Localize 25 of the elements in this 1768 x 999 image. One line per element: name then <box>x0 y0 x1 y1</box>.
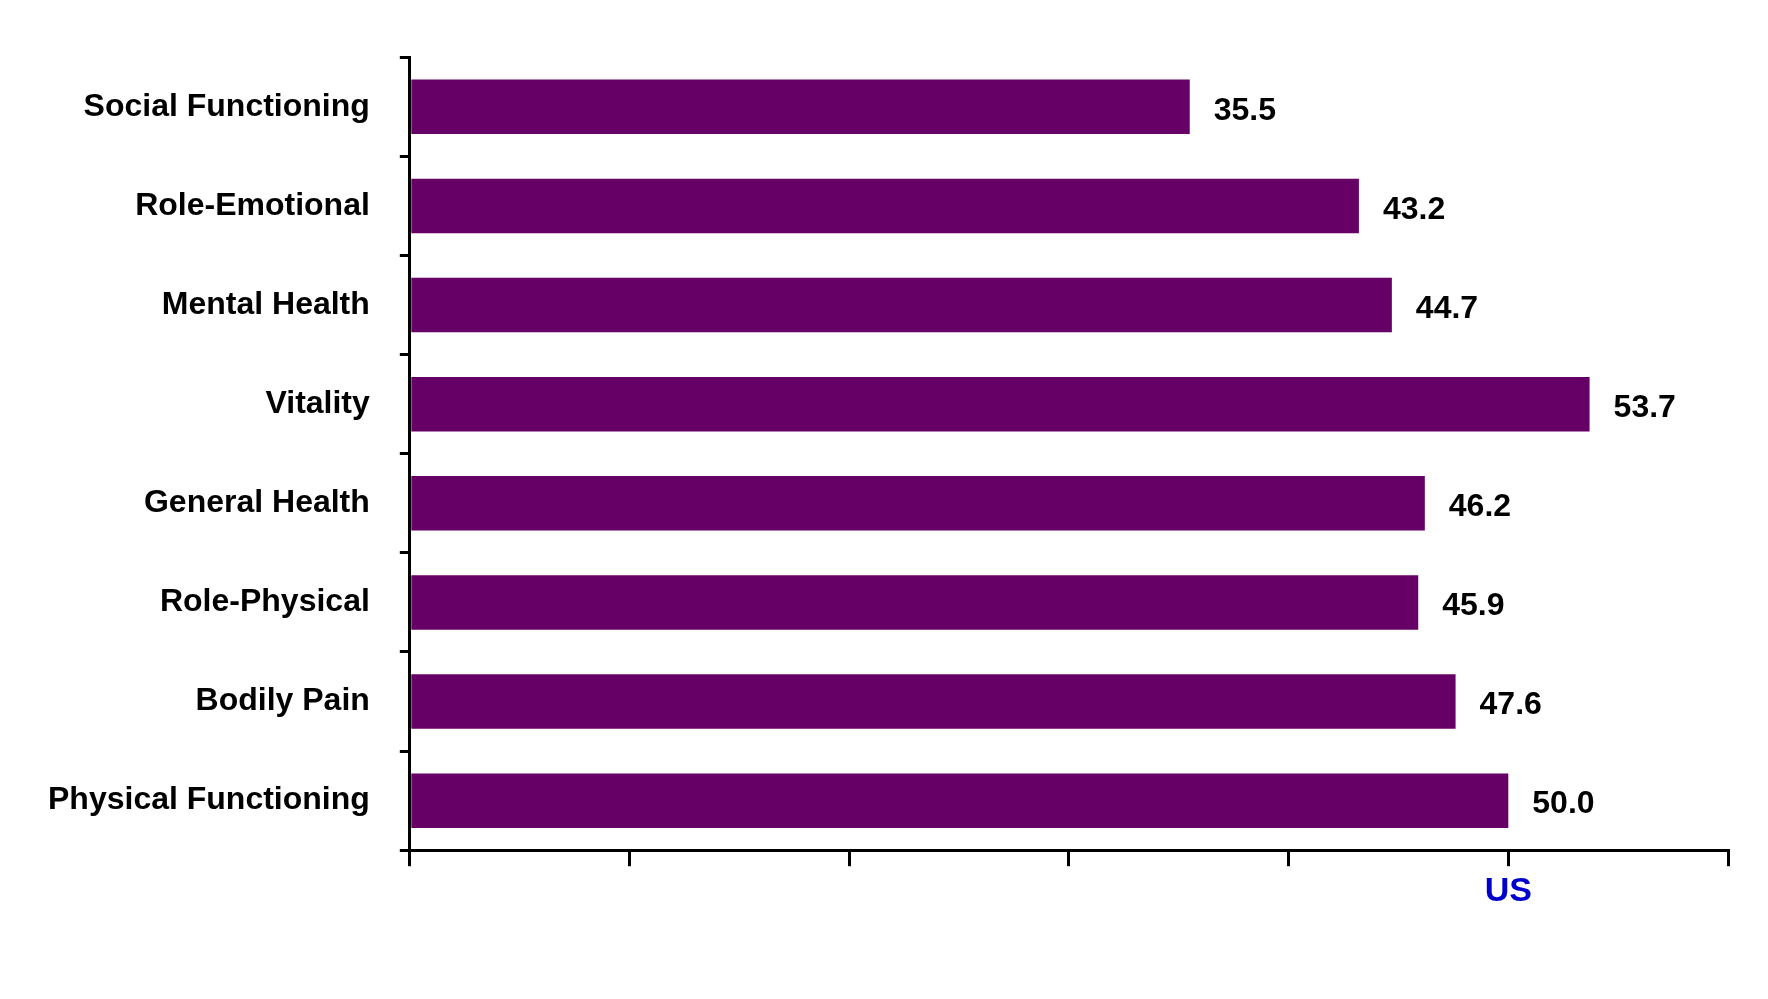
bar <box>411 376 1590 432</box>
bar <box>411 79 1190 135</box>
bar <box>411 277 1392 333</box>
data-label: 35.5 <box>1213 90 1277 127</box>
bar <box>411 773 1509 828</box>
data-label: 47.6 <box>1479 685 1542 722</box>
bar <box>411 476 1425 531</box>
y-tick-label: Mental Health <box>161 284 370 321</box>
data-label: 43.2 <box>1382 189 1446 226</box>
y-tick-label: General Health <box>143 483 370 520</box>
data-label: 53.7 <box>1613 387 1676 424</box>
y-tick-label: Role-Emotional <box>135 185 370 222</box>
bar <box>411 575 1419 630</box>
data-label: 46.2 <box>1448 487 1512 524</box>
data-label: 45.9 <box>1442 586 1505 623</box>
y-tick-label: Physical Functioning <box>48 780 370 817</box>
data-label: 50.0 <box>1532 784 1595 821</box>
bar <box>411 674 1456 729</box>
y-tick-label: Social Functioning <box>83 86 370 123</box>
y-tick-label: Role-Physical <box>159 582 370 619</box>
bar <box>411 178 1359 234</box>
annotation: US <box>1484 869 1532 908</box>
data-label: 44.7 <box>1415 288 1479 325</box>
y-tick-label: Vitality <box>265 383 371 420</box>
y-tick-label: Bodily Pain <box>195 681 370 718</box>
